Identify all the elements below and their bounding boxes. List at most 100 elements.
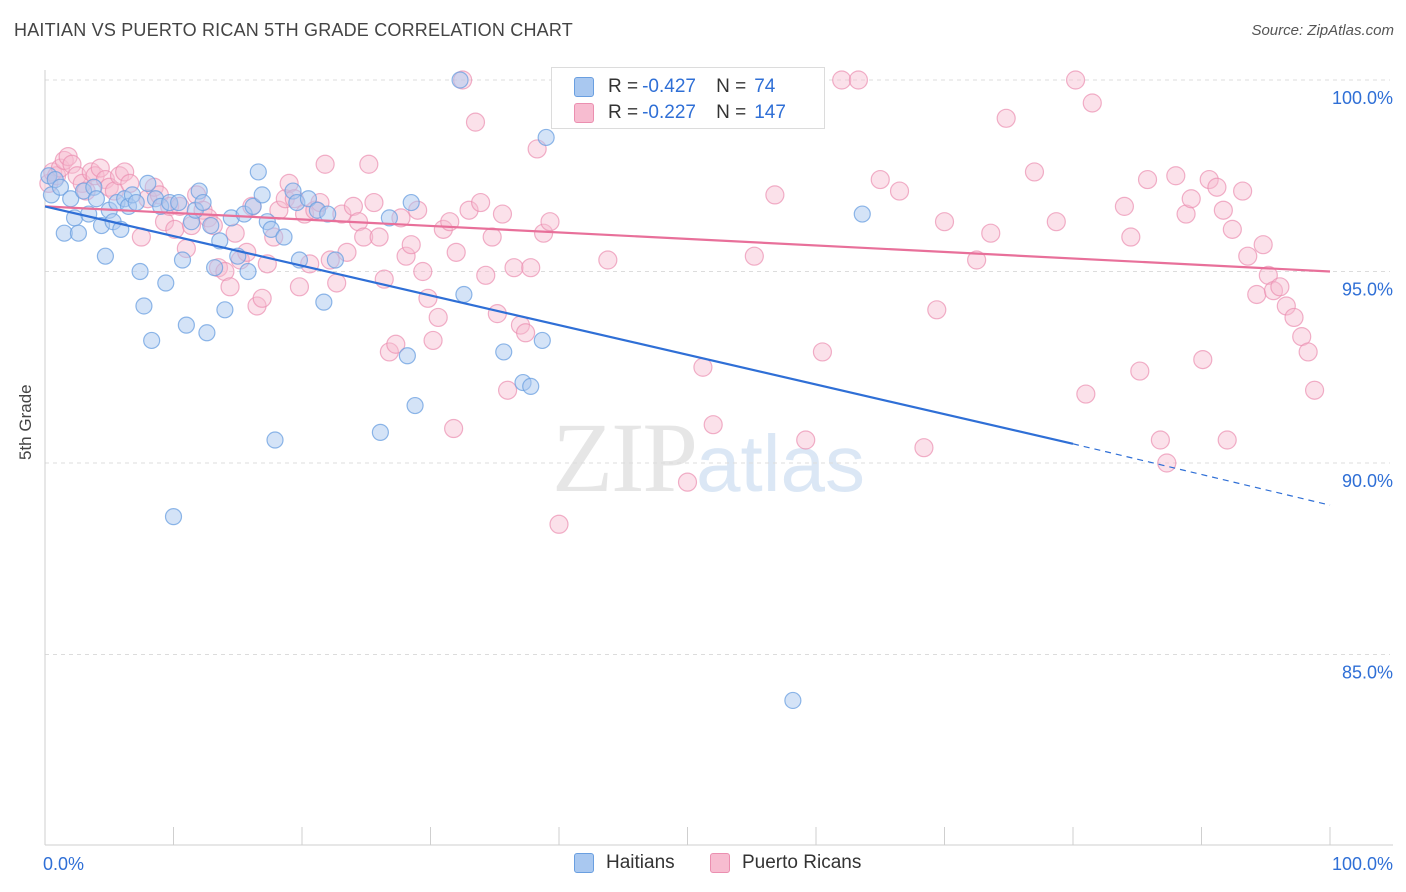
haitian-point <box>69 224 88 242</box>
puerto-rican-point <box>369 227 389 247</box>
correlation-legend: R = -0.427 N = 74 R = -0.227 N = 147 <box>551 67 825 129</box>
haitian-points <box>40 71 871 710</box>
puerto-rican-point <box>1270 277 1290 297</box>
tick-labels: 85.0% 90.0% 95.0% 100.0% 0.0% 100.0% <box>43 88 1393 874</box>
puerto-rican-point <box>418 288 438 308</box>
puerto-rican-point <box>796 430 816 450</box>
puerto-rican-point <box>812 342 833 362</box>
haitian-swatch <box>574 77 594 97</box>
haitian-point <box>164 508 183 526</box>
puerto-rican-point <box>1130 361 1150 381</box>
legend-label: Haitians <box>606 852 675 873</box>
haitian-point <box>87 190 106 208</box>
haitian-point <box>266 431 284 449</box>
haitian-point <box>157 274 175 292</box>
puerto-rican-point <box>396 246 416 266</box>
puerto-rican-point <box>433 219 453 239</box>
haitian-point <box>239 262 257 281</box>
puerto-rican-point <box>1121 227 1141 247</box>
watermark-atlas: atlas <box>696 419 865 508</box>
puerto-rican-point <box>549 514 569 534</box>
n-value: 147 <box>754 102 786 123</box>
puerto-rican-point <box>423 330 443 351</box>
puerto-rican-point <box>1150 430 1170 450</box>
puerto-rican-point <box>540 212 560 232</box>
haitian-point <box>127 193 145 212</box>
puerto-rican-point <box>413 261 433 282</box>
puerto-rican-point <box>354 227 374 247</box>
puerto-rican-point <box>927 300 947 320</box>
puerto-rican-point <box>289 277 310 297</box>
puerto-rican-point <box>446 242 466 262</box>
legend-label: Puerto Ricans <box>742 852 862 873</box>
puerto-rican-point <box>1233 181 1253 201</box>
puerto-rican-point <box>109 166 130 186</box>
puerto-rican-point <box>1258 265 1278 285</box>
haitian-point <box>216 301 234 319</box>
haitian-point <box>537 128 555 147</box>
haitian-point <box>533 331 551 350</box>
puerto-rican-point <box>1114 196 1135 216</box>
haitian-point <box>173 251 192 269</box>
puerto-rican-point <box>1276 296 1296 316</box>
puerto-rican-point <box>1238 246 1258 266</box>
puerto-rican-point <box>1213 200 1233 220</box>
source-credit: Source: ZipAtlas.com <box>1251 22 1394 39</box>
puerto-rican-point <box>515 323 536 343</box>
r-value: -0.227 <box>642 102 696 123</box>
y-tick-label: 85.0% <box>1342 663 1393 683</box>
y-tick-label: 95.0% <box>1342 280 1393 300</box>
puerto-rican-point <box>252 288 272 308</box>
puerto-rican-point <box>832 70 852 90</box>
puerto-rican-point <box>870 169 890 190</box>
haitian-point <box>198 324 216 342</box>
x-tick-label: 100.0% <box>1332 854 1393 874</box>
haitian-point <box>244 197 262 215</box>
n-label: N = <box>716 102 747 123</box>
haitian-point <box>455 285 473 304</box>
haitian-point <box>51 178 70 196</box>
haitian-point <box>853 205 871 223</box>
puerto-rican-point <box>1076 384 1096 404</box>
puerto-rican-point <box>1253 235 1273 255</box>
legend-item-haitians[interactable]: Haitians <box>574 852 675 874</box>
puerto-rican-point <box>1217 430 1237 450</box>
haitian-point <box>402 193 420 212</box>
haitian-point <box>139 174 157 193</box>
puerto-rican-point <box>914 438 934 458</box>
puerto-rican-point <box>444 418 464 439</box>
puerto-rican-point <box>364 192 384 213</box>
haitian-point <box>135 297 153 315</box>
puerto-rican-point <box>115 162 135 182</box>
puerto-rican-point <box>1065 70 1086 90</box>
puerto-rican-point <box>401 235 421 255</box>
puerto-rican-point <box>482 227 502 247</box>
axes <box>44 70 1393 846</box>
puerto-rican-point <box>1024 162 1045 182</box>
puerto-rican-point <box>1157 453 1177 473</box>
puerto-rican-point <box>598 250 618 270</box>
puerto-rican-point <box>1181 189 1201 209</box>
legend-row-haitians: R = -0.427 N = 74 <box>574 74 775 100</box>
puerto-rican-point <box>1199 169 1219 190</box>
puerto-rican-point <box>1082 93 1102 113</box>
haitian-point <box>398 347 416 365</box>
haitian-point <box>371 423 389 441</box>
haitian-point <box>202 216 220 235</box>
haitian-point <box>326 251 345 269</box>
haitian-point <box>495 343 513 361</box>
puerto-rican-swatch <box>574 103 594 123</box>
haitian-point <box>522 377 540 395</box>
haitian-point <box>451 71 469 89</box>
haitian-point <box>299 190 318 208</box>
legend-item-puerto-ricans[interactable]: Puerto Ricans <box>710 852 861 874</box>
puerto-rican-point <box>379 342 399 362</box>
haitian-point <box>177 316 195 334</box>
puerto-rican-point <box>315 154 335 174</box>
haitian-point <box>406 396 424 415</box>
haitian-point <box>143 331 161 350</box>
puerto-rican-point <box>492 204 513 224</box>
n-value: 74 <box>754 76 776 97</box>
watermark: ZIPatlas <box>552 400 865 515</box>
puerto-rican-point <box>220 277 240 297</box>
